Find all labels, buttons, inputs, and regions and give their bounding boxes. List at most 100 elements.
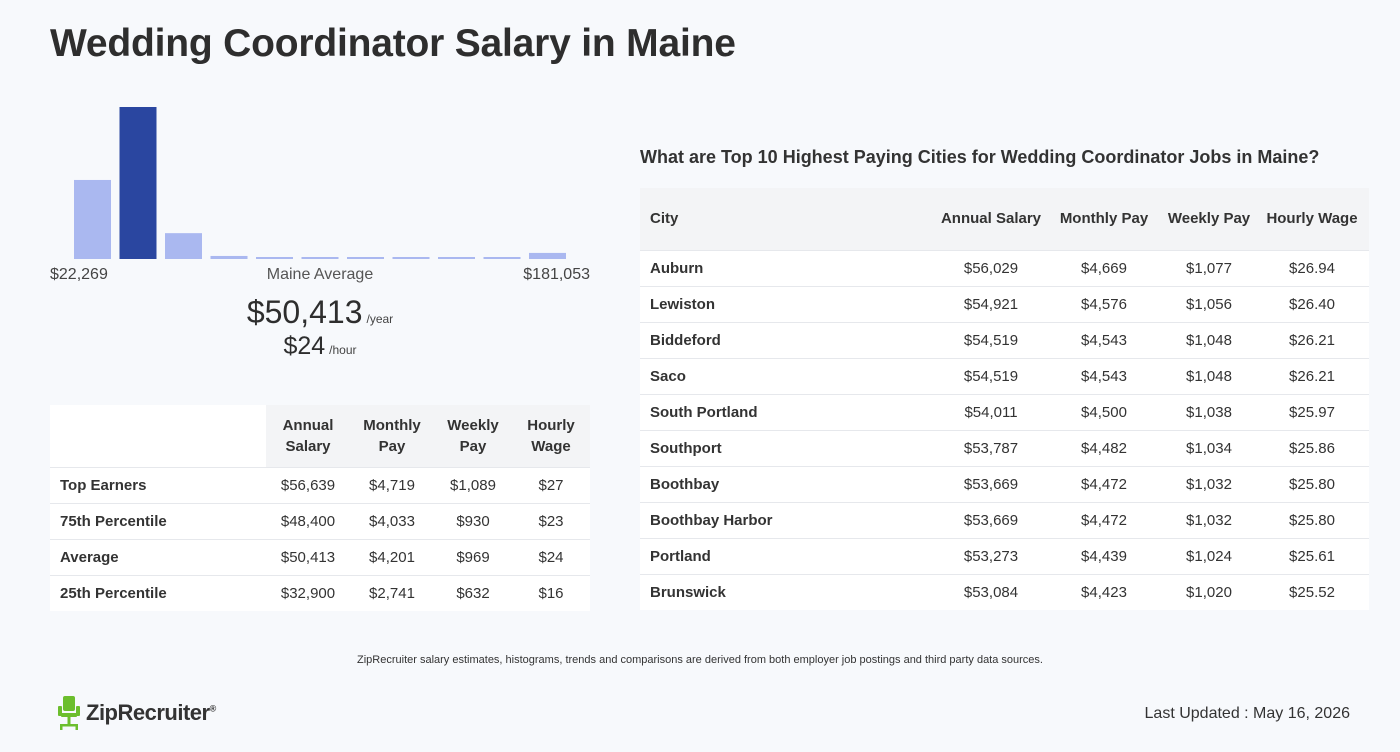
- cell-weekly: $1,048: [1163, 321, 1255, 358]
- cell-weekly: $1,034: [1163, 429, 1255, 466]
- percentile-header-annual: Annual Salary: [266, 405, 350, 467]
- cities-header-annual: Annual Salary: [937, 188, 1045, 250]
- cell-monthly: $4,669: [1045, 249, 1163, 286]
- chair-icon: [58, 696, 80, 730]
- histogram-labels: Maine Average $22,269 $181,053: [50, 266, 590, 286]
- cell-annual: $54,011: [937, 393, 1045, 430]
- cell-annual: $53,669: [937, 501, 1045, 538]
- cell-hourly: $24: [512, 538, 590, 575]
- cell-annual: $56,639: [266, 466, 350, 503]
- average-yearly-value: $50,413: [246, 294, 363, 330]
- cell-annual: $53,669: [937, 465, 1045, 502]
- cell-monthly: $4,472: [1045, 501, 1163, 538]
- city-name: Boothbay: [640, 465, 937, 502]
- disclaimer: ZipRecruiter salary estimates, histogram…: [357, 654, 1043, 666]
- table-row: Top Earners $56,639 $4,719 $1,089 $27: [50, 466, 590, 503]
- histogram-bar: [301, 257, 339, 259]
- histogram-min-label: $22,269: [50, 266, 108, 283]
- histogram-bar: [74, 179, 111, 259]
- salary-histogram: [50, 100, 590, 260]
- histogram-bar: [438, 257, 475, 259]
- table-row: Auburn $56,029 $4,669 $1,077 $26.94: [640, 249, 1369, 286]
- table-row: Saco $54,519 $4,543 $1,048 $26.21: [640, 357, 1369, 394]
- cell-monthly: $4,543: [1045, 321, 1163, 358]
- histogram-bar: [529, 252, 566, 259]
- average-hourly-unit: /hour: [329, 343, 357, 357]
- cell-annual: $53,273: [937, 537, 1045, 574]
- ziprecruiter-logo[interactable]: ZipRecruiter®: [58, 695, 216, 731]
- cell-weekly: $1,048: [1163, 357, 1255, 394]
- cell-weekly: $1,032: [1163, 465, 1255, 502]
- cities-table-header: City Annual Salary Monthly Pay Weekly Pa…: [640, 188, 1369, 250]
- cell-monthly: $4,576: [1045, 285, 1163, 322]
- table-row: 25th Percentile $32,900 $2,741 $632 $16: [50, 574, 590, 611]
- cell-monthly: $4,472: [1045, 465, 1163, 502]
- logo-text: ZipRecruiter®: [86, 700, 216, 726]
- cell-hourly: $26.40: [1255, 285, 1369, 322]
- cell-monthly: $4,439: [1045, 537, 1163, 574]
- cell-annual: $54,921: [937, 285, 1045, 322]
- cell-weekly: $930: [434, 502, 512, 539]
- cell-annual: $50,413: [266, 538, 350, 575]
- cell-annual: $56,029: [937, 249, 1045, 286]
- table-row: South Portland $54,011 $4,500 $1,038 $25.97: [640, 393, 1369, 430]
- page-title: Wedding Coordinator Salary in Maine: [50, 22, 736, 65]
- cell-weekly: $1,056: [1163, 285, 1255, 322]
- cell-hourly: $25.52: [1255, 573, 1369, 610]
- cell-weekly: $1,024: [1163, 537, 1255, 574]
- row-label: 25th Percentile: [50, 574, 266, 611]
- cell-weekly: $632: [434, 574, 512, 611]
- histogram-bar: [392, 257, 430, 259]
- average-hourly-value: $24: [283, 332, 326, 360]
- cell-monthly: $4,543: [1045, 357, 1163, 394]
- cities-table: City Annual Salary Monthly Pay Weekly Pa…: [640, 188, 1369, 610]
- table-row: 75th Percentile $48,400 $4,033 $930 $23: [50, 502, 590, 539]
- cell-annual: $32,900: [266, 574, 350, 611]
- percentile-header-monthly: Monthly Pay: [350, 405, 434, 467]
- table-row: Average $50,413 $4,201 $969 $24: [50, 538, 590, 575]
- histogram-bar: [256, 257, 293, 259]
- table-row: Boothbay Harbor $53,669 $4,472 $1,032 $25.80: [640, 501, 1369, 538]
- cell-monthly: $4,423: [1045, 573, 1163, 610]
- histogram-bar: [483, 257, 521, 259]
- histogram-bar: [210, 255, 248, 259]
- cell-hourly: $25.61: [1255, 537, 1369, 574]
- histogram-bar: [165, 233, 202, 259]
- table-row: Lewiston $54,921 $4,576 $1,056 $26.40: [640, 285, 1369, 322]
- cell-hourly: $26.21: [1255, 321, 1369, 358]
- city-name: Boothbay Harbor: [640, 501, 937, 538]
- city-name: Portland: [640, 537, 937, 574]
- cities-header-monthly: Monthly Pay: [1045, 188, 1163, 250]
- row-label: Top Earners: [50, 466, 266, 503]
- percentile-table-header: Annual Salary Monthly Pay Weekly Pay Hou…: [50, 405, 590, 467]
- last-updated: Last Updated : May 16, 2026: [1144, 705, 1350, 722]
- logo-registered-mark: ®: [209, 703, 217, 714]
- cell-annual: $48,400: [266, 502, 350, 539]
- percentile-header-weekly: Weekly Pay: [434, 405, 512, 467]
- table-row: Southport $53,787 $4,482 $1,034 $25.86: [640, 429, 1369, 466]
- city-name: Lewiston: [640, 285, 937, 322]
- cell-annual: $54,519: [937, 357, 1045, 394]
- cities-header-city: City: [640, 188, 937, 250]
- city-name: Brunswick: [640, 573, 937, 610]
- cell-annual: $54,519: [937, 321, 1045, 358]
- cell-monthly: $4,500: [1045, 393, 1163, 430]
- cell-hourly: $25.97: [1255, 393, 1369, 430]
- average-yearly: $50,413/year: [50, 294, 590, 331]
- cell-hourly: $25.80: [1255, 465, 1369, 502]
- histogram-svg: [74, 107, 566, 259]
- cell-weekly: $1,089: [434, 466, 512, 503]
- row-label: Average: [50, 538, 266, 575]
- cities-header-weekly: Weekly Pay: [1163, 188, 1255, 250]
- city-name: South Portland: [640, 393, 937, 430]
- cell-weekly: $1,032: [1163, 501, 1255, 538]
- cell-hourly: $16: [512, 574, 590, 611]
- row-label: 75th Percentile: [50, 502, 266, 539]
- percentile-header-hourly: Hourly Wage: [512, 405, 590, 467]
- table-row: Brunswick $53,084 $4,423 $1,020 $25.52: [640, 573, 1369, 610]
- cities-header-hourly: Hourly Wage: [1255, 188, 1369, 250]
- city-name: Southport: [640, 429, 937, 466]
- percentile-header-blank: [50, 405, 266, 467]
- cell-monthly: $4,033: [350, 502, 434, 539]
- average-hourly: $24/hour: [50, 332, 590, 361]
